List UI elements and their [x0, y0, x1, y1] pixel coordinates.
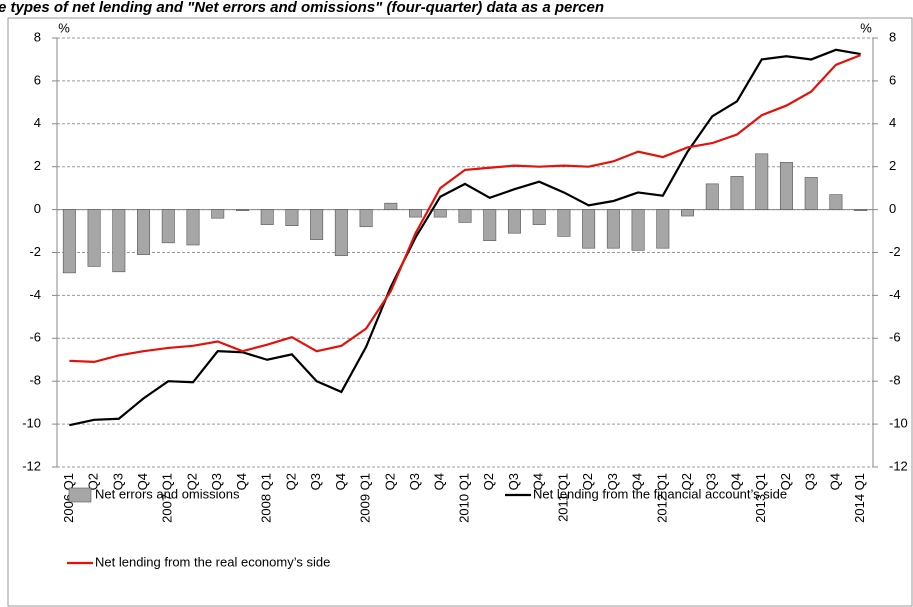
y2-tick-label: 2	[889, 158, 896, 173]
y2-tick-label: -6	[889, 330, 901, 345]
y2-tick-label: -10	[889, 416, 908, 431]
bar	[779, 162, 793, 210]
bar	[656, 209, 670, 249]
y-tick-label: -4	[29, 287, 41, 302]
y-tick-label: 8	[34, 29, 41, 44]
bar	[137, 209, 151, 255]
bar	[804, 177, 818, 210]
bar	[829, 194, 843, 210]
bar	[557, 209, 571, 237]
x-tick-label: Q2	[679, 473, 694, 490]
x-tick-label: 2013 Q1	[753, 473, 768, 523]
y2-tick-label: 4	[889, 115, 896, 130]
y-tick-label: -2	[29, 244, 41, 259]
bar	[62, 209, 76, 274]
x-tick-label: Q4	[630, 473, 645, 490]
bar	[631, 209, 645, 251]
bar	[334, 209, 348, 257]
bar	[186, 209, 200, 246]
x-tick-label: Q2	[778, 473, 793, 490]
x-tick-label: Q3	[803, 473, 818, 490]
legend-label: Net errors and omissions	[95, 486, 240, 501]
x-tick-label: Q4	[531, 473, 546, 490]
x-tick-label: 2010 Q1	[456, 473, 471, 523]
x-tick-label: Q4	[827, 473, 842, 490]
x-tick-label: Q2	[481, 473, 496, 490]
legend-label: Net lending from the real economy’s side	[95, 554, 330, 569]
bar	[458, 209, 472, 223]
x-tick-label: Q4	[333, 473, 348, 490]
x-tick-label: Q4	[234, 473, 249, 490]
bar	[532, 209, 546, 225]
x-tick-label: Q2	[283, 473, 298, 490]
y-unit: %	[58, 20, 70, 35]
bar	[854, 209, 868, 211]
y-tick-label: -8	[29, 373, 41, 388]
y2-tick-label: -8	[889, 373, 901, 388]
bar	[359, 209, 373, 228]
y-tick-label: 0	[34, 201, 41, 216]
bar	[310, 209, 324, 240]
y2-tick-label: -4	[889, 287, 901, 302]
x-tick-label: Q2	[86, 473, 101, 490]
bar	[161, 209, 175, 244]
y-tick-label: 2	[34, 158, 41, 173]
x-tick-label: Q3	[407, 473, 422, 490]
legend-swatch	[68, 487, 92, 503]
y-tick-label: -6	[29, 330, 41, 345]
bar	[755, 153, 769, 210]
x-tick-label: 2011 Q1	[555, 473, 570, 522]
x-tick-label: Q3	[308, 473, 323, 490]
x-tick-label: 2009 Q1	[358, 473, 373, 523]
bar	[384, 202, 398, 210]
x-tick-label: 2008 Q1	[259, 473, 274, 523]
bar	[235, 209, 249, 211]
bar	[507, 209, 521, 234]
bar	[409, 209, 423, 218]
x-tick-label: Q2	[580, 473, 595, 490]
x-tick-label: Q4	[432, 473, 447, 490]
bar	[582, 209, 596, 249]
x-tick-label: 2014 Q1	[852, 473, 867, 523]
x-tick-label: Q3	[209, 473, 224, 490]
x-tick-label: 2006 Q1	[61, 473, 76, 523]
x-tick-label: Q4	[728, 473, 743, 490]
y-tick-label: 6	[34, 72, 41, 87]
bar	[433, 209, 447, 218]
x-tick-label: Q3	[110, 473, 125, 490]
bar	[112, 209, 126, 273]
y2-tick-label: 8	[889, 29, 896, 44]
x-tick-label: Q2	[382, 473, 397, 490]
chart-title: e types of net lending and "Net errors a…	[0, 0, 604, 16]
bar	[87, 209, 101, 267]
bar	[606, 209, 620, 249]
x-tick-label: Q3	[605, 473, 620, 490]
line	[69, 48, 861, 427]
legend-label: Net lending from the financial account’s…	[533, 486, 787, 501]
y2-unit: %	[860, 20, 872, 35]
y-tick-label: -12	[22, 458, 41, 473]
x-tick-label: 2007 Q1	[160, 473, 175, 523]
bar	[285, 209, 299, 226]
bar	[681, 209, 695, 217]
line	[69, 54, 862, 364]
y-tick-label: 4	[34, 115, 41, 130]
bar	[211, 209, 225, 219]
x-tick-label: Q4	[135, 473, 150, 490]
y-tick-label: -10	[22, 416, 41, 431]
x-tick-label: Q2	[184, 473, 199, 490]
y2-tick-label: 0	[889, 201, 896, 216]
x-tick-label: 2012 Q1	[654, 473, 669, 523]
y2-tick-label: -12	[889, 458, 908, 473]
x-tick-label: Q3	[506, 473, 521, 490]
bar	[483, 209, 497, 242]
chart-frame	[7, 17, 913, 607]
x-tick-label: Q3	[704, 473, 719, 490]
bar	[730, 176, 744, 210]
bar	[260, 209, 274, 225]
y2-tick-label: 6	[889, 72, 896, 87]
y2-tick-label: -2	[889, 244, 901, 259]
bar	[705, 183, 719, 210]
